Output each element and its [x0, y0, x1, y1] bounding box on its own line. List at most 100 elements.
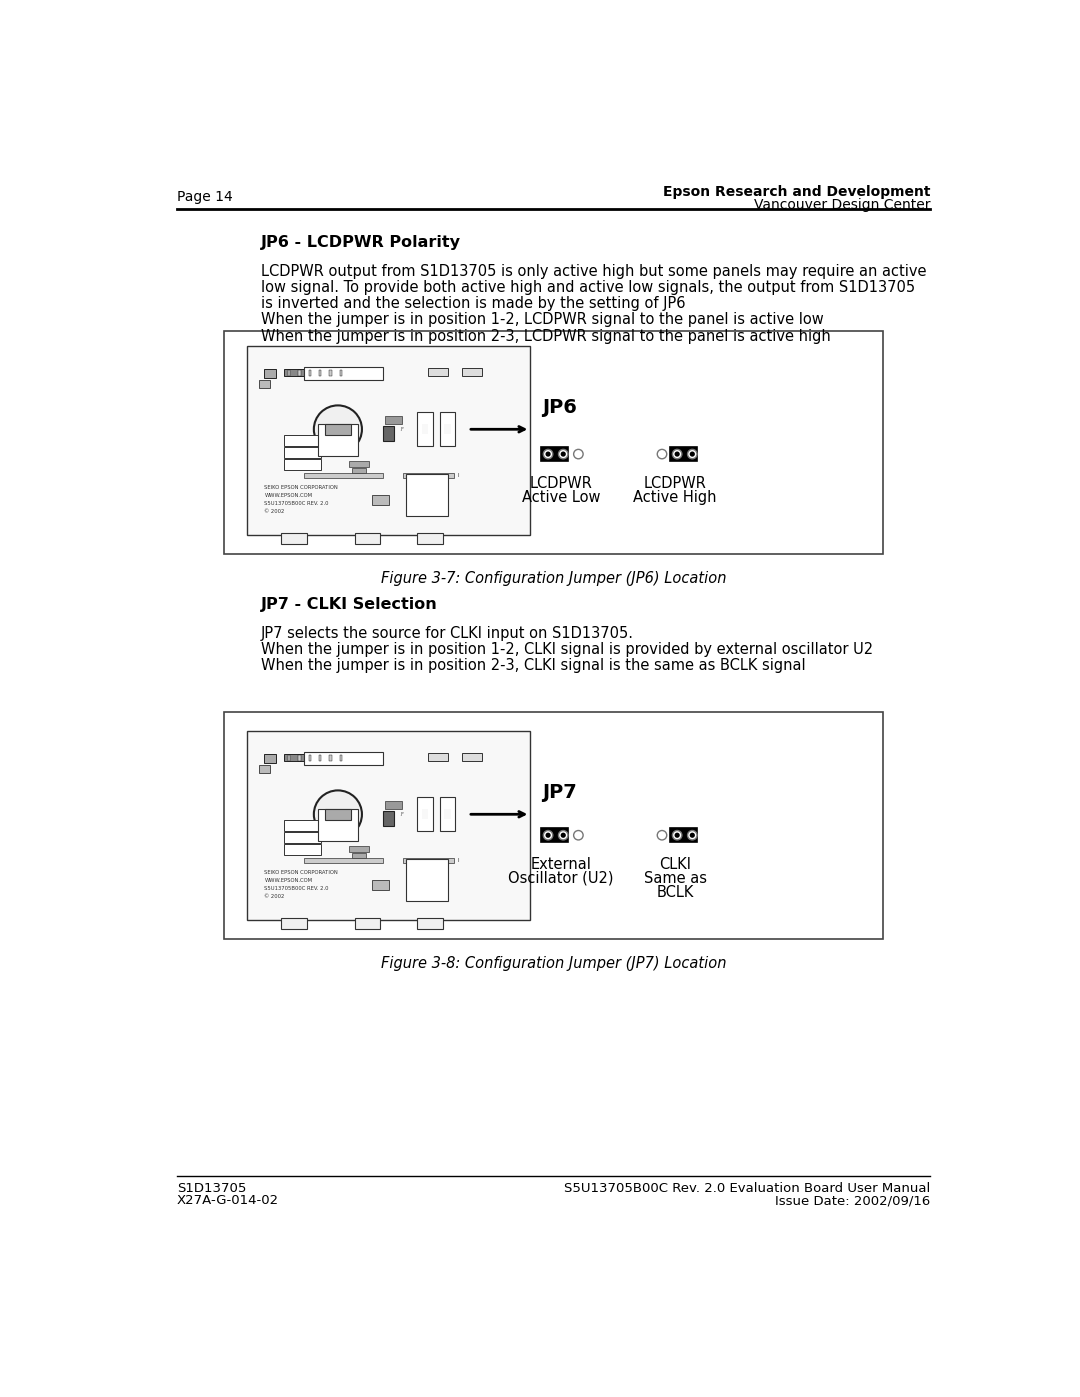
Bar	[284, 434, 321, 446]
Circle shape	[545, 451, 551, 457]
Bar	[462, 367, 482, 376]
Bar	[247, 346, 530, 535]
Bar	[259, 766, 270, 773]
Bar	[422, 425, 428, 434]
Circle shape	[658, 450, 666, 458]
Text: LCDPWR: LCDPWR	[530, 475, 593, 490]
Bar	[444, 425, 450, 434]
Bar	[403, 858, 454, 863]
Bar	[281, 532, 307, 543]
Bar	[386, 416, 403, 425]
Bar	[440, 412, 456, 446]
Circle shape	[688, 450, 697, 458]
Bar	[284, 820, 321, 831]
Bar	[406, 474, 448, 515]
Circle shape	[673, 450, 681, 458]
Bar	[319, 425, 357, 455]
Circle shape	[658, 831, 666, 840]
Text: WWW.EPSON.COM: WWW.EPSON.COM	[265, 877, 312, 883]
Bar	[355, 532, 380, 543]
Bar	[298, 754, 300, 761]
Text: JP7 - CLKI Selection: JP7 - CLKI Selection	[260, 597, 437, 612]
Circle shape	[314, 405, 362, 453]
Bar	[325, 809, 351, 820]
Bar	[284, 458, 321, 469]
Bar	[309, 370, 311, 376]
Bar	[303, 472, 383, 478]
Text: Same as: Same as	[644, 870, 706, 886]
Text: SEIKO EPSON CORPORATION: SEIKO EPSON CORPORATION	[265, 870, 338, 875]
Bar	[225, 712, 882, 939]
Bar	[287, 754, 291, 761]
Bar	[259, 380, 270, 388]
Bar	[339, 370, 342, 376]
Bar	[429, 753, 448, 761]
Bar	[462, 753, 482, 761]
Circle shape	[690, 833, 694, 838]
Text: JP7 selects the source for CLKI input on S1D13705.: JP7 selects the source for CLKI input on…	[260, 626, 634, 641]
Text: JP: JP	[400, 426, 404, 430]
Text: Active High: Active High	[634, 489, 717, 504]
Bar	[422, 809, 428, 820]
Text: low signal. To provide both active high and active low signals, the output from : low signal. To provide both active high …	[260, 279, 915, 295]
Text: When the jumper is in position 1-2, LCDPWR signal to the panel is active low: When the jumper is in position 1-2, LCDP…	[260, 313, 823, 327]
Circle shape	[558, 831, 568, 840]
Text: is inverted and the selection is made by the setting of JP6: is inverted and the selection is made by…	[260, 296, 685, 312]
Text: JP7: JP7	[542, 784, 577, 802]
Text: S5U13705B00C REV. 2.0: S5U13705B00C REV. 2.0	[265, 886, 328, 891]
Circle shape	[690, 451, 694, 457]
Bar	[284, 844, 321, 855]
Bar	[329, 370, 332, 376]
Text: X27A-G-014-02: X27A-G-014-02	[177, 1194, 279, 1207]
Bar	[325, 425, 351, 434]
Text: © 2002: © 2002	[265, 894, 285, 898]
Bar	[284, 369, 347, 376]
Bar	[339, 754, 342, 761]
Text: S1D13705: S1D13705	[177, 1182, 246, 1194]
Bar	[444, 809, 450, 820]
Bar	[319, 370, 322, 376]
Bar	[670, 447, 697, 461]
Bar	[417, 532, 443, 543]
Bar	[265, 369, 275, 379]
Bar	[247, 731, 530, 921]
Bar	[303, 858, 383, 863]
Text: Page 14: Page 14	[177, 190, 232, 204]
Text: Oscillator (U2): Oscillator (U2)	[509, 870, 615, 886]
Circle shape	[573, 831, 583, 840]
Bar	[349, 461, 369, 467]
Circle shape	[543, 450, 553, 458]
Bar	[298, 370, 300, 376]
Text: JP6 - LCDPWR Polarity: JP6 - LCDPWR Polarity	[260, 235, 460, 250]
Circle shape	[673, 831, 681, 840]
Bar	[406, 859, 448, 901]
Bar	[303, 367, 383, 380]
Text: CLKI: CLKI	[659, 856, 691, 872]
Circle shape	[314, 791, 362, 838]
Bar	[281, 918, 307, 929]
Text: When the jumper is in position 2-3, LCDPWR signal to the panel is active high: When the jumper is in position 2-3, LCDP…	[260, 328, 831, 344]
Text: When the jumper is in position 1-2, CLKI signal is provided by external oscillat: When the jumper is in position 1-2, CLKI…	[260, 643, 873, 657]
Text: © 2002: © 2002	[265, 509, 285, 514]
Text: S5U13705B00C REV. 2.0: S5U13705B00C REV. 2.0	[265, 500, 328, 506]
Bar	[429, 367, 448, 376]
Text: Issue Date: 2002/09/16: Issue Date: 2002/09/16	[775, 1194, 930, 1207]
Circle shape	[543, 831, 553, 840]
Text: JP6: JP6	[542, 398, 577, 418]
Circle shape	[558, 450, 568, 458]
Bar	[372, 880, 389, 890]
Text: LCDPWR output from S1D13705 is only active high but some panels may require an a: LCDPWR output from S1D13705 is only acti…	[260, 264, 926, 279]
Circle shape	[688, 831, 697, 840]
Bar	[383, 810, 394, 826]
Bar	[309, 754, 311, 761]
Text: External: External	[530, 856, 592, 872]
Text: BCLK: BCLK	[657, 884, 693, 900]
Text: Epson Research and Development: Epson Research and Development	[663, 186, 930, 200]
Bar	[440, 798, 456, 831]
Bar	[225, 331, 882, 555]
Text: When the jumper is in position 2-3, CLKI signal is the same as BCLK signal: When the jumper is in position 2-3, CLKI…	[260, 658, 806, 673]
Bar	[287, 370, 291, 376]
Circle shape	[675, 451, 679, 457]
Bar	[303, 752, 383, 766]
Text: Figure 3-8: Configuration Jumper (JP7) Location: Figure 3-8: Configuration Jumper (JP7) L…	[381, 956, 726, 971]
